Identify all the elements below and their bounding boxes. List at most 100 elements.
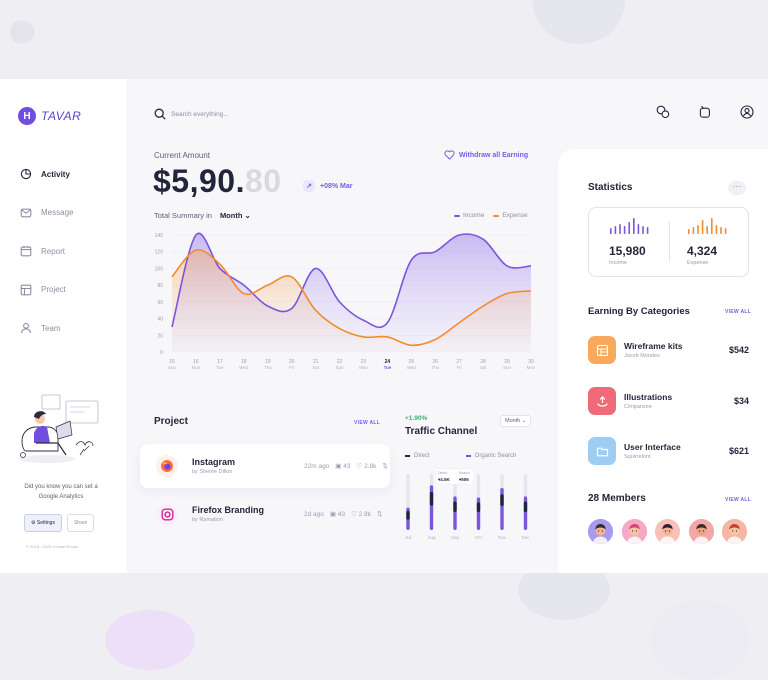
bar-organic[interactable]: [500, 488, 504, 530]
background-glow: [105, 610, 195, 670]
member-avatar[interactable]: [722, 519, 747, 544]
like-count-value: 2.8k: [358, 511, 372, 518]
traffic-period-dropdown[interactable]: Month ⌄: [500, 415, 532, 427]
expense-stat: 4,324 Expense: [687, 218, 757, 266]
sort-icon[interactable]: ⇅: [377, 511, 383, 518]
period-value: Month: [219, 211, 243, 220]
bar-direct[interactable]: [453, 501, 457, 513]
project-time: 2d ago: [304, 510, 324, 518]
like-count: ♡ 2.8k: [356, 462, 376, 470]
x-tick-day: 28: [480, 359, 486, 365]
profile-icon[interactable]: [740, 105, 754, 119]
x-tick-label: Dec: [521, 535, 530, 540]
spark-bar: [642, 226, 644, 234]
member-avatar[interactable]: [621, 519, 647, 544]
share-button[interactable]: Share: [66, 514, 95, 532]
period-dropdown[interactable]: Month ⌄: [220, 211, 251, 220]
x-tick-weekday: Thu: [431, 365, 439, 370]
message-count: ▣ 43: [330, 510, 345, 518]
project-meta: 2d ago ▣ 43 ♡ 2.8k ⇅: [304, 510, 383, 519]
spark-bar: [720, 227, 722, 234]
member-avatar[interactable]: [688, 519, 714, 544]
bar-organic[interactable]: [476, 497, 481, 530]
bar-direct[interactable]: [429, 491, 434, 506]
comment-icon: ▣: [335, 463, 344, 470]
settings-button[interactable]: ⚙ Settings: [24, 514, 62, 532]
x-tick-weekday: Sun: [336, 365, 345, 370]
member-avatar[interactable]: [655, 519, 680, 544]
sidebar-item-team[interactable]: Team: [20, 309, 73, 348]
y-tick-label: 20: [157, 333, 163, 339]
firefox-icon: [156, 455, 178, 477]
heart-icon: ♡: [356, 463, 365, 470]
current-amount-label: Current Amount: [154, 151, 211, 160]
sidebar-item-activity[interactable]: Activity: [20, 155, 73, 194]
member-avatar[interactable]: [588, 519, 613, 544]
category-row[interactable]: Wireframe kits Jacob Morales $542: [588, 336, 750, 364]
dashboard-card: H TAVAR Activity Message Report Project: [0, 79, 768, 573]
legend-swatch: [454, 214, 460, 217]
categories-view-all-link[interactable]: VIEW ALL: [725, 309, 752, 315]
sidebar-item-project[interactable]: Project: [20, 271, 73, 310]
project-row[interactable]: Instagram by Sheree Dillon 22m ago ▣ 43 …: [140, 444, 390, 488]
promo-actions: ⚙ Settings Share: [24, 514, 95, 532]
category-name: User Interface: [624, 442, 681, 452]
project-owner: by Ramation: [192, 517, 223, 523]
laptop-person-illustration: [19, 394, 99, 463]
project-meta: 22m ago ▣ 43 ♡ 2.8k ⇅: [304, 462, 388, 471]
x-tick-day: 20: [289, 359, 295, 365]
category-owner: Squirrelont: [624, 454, 651, 460]
income-label: Income: [609, 260, 628, 266]
category-info: Wireframe kits Jacob Morales: [624, 341, 719, 359]
sidebar-item-report[interactable]: Report: [20, 232, 73, 271]
copyright-text: © 2018 - 2020 Conrad Rocks: [26, 544, 78, 549]
members-list: [588, 519, 747, 544]
heart-coin-icon: [444, 150, 455, 160]
income-value: 15,980: [609, 244, 646, 258]
withdraw-button[interactable]: Withdraw all Earning: [444, 150, 528, 160]
search-bar[interactable]: Search everything...: [154, 108, 229, 120]
bar-direct[interactable]: [406, 510, 410, 520]
project-row[interactable]: Firefox Branding by Ramation 2d ago ▣ 43…: [140, 492, 390, 536]
spark-bar: [614, 226, 617, 234]
chart-legend: Income Expense: [454, 212, 528, 219]
sidebar-item-message[interactable]: Message: [20, 194, 73, 233]
project-info: Firefox Branding by Ramation: [192, 505, 304, 523]
expense-label: Expense: [687, 260, 709, 266]
search-icon: [154, 108, 166, 120]
legend-organic: Organic Search: [465, 453, 517, 459]
series-line-expense[interactable]: [171, 248, 532, 347]
comment-icon: ▣: [329, 511, 338, 518]
notification-icon[interactable]: [698, 105, 712, 119]
category-row[interactable]: User Interface Squirrelont $621: [588, 437, 750, 465]
bar-direct[interactable]: [500, 494, 504, 507]
background-circle: [10, 20, 34, 44]
spark-bar: [715, 225, 718, 234]
chat-icon[interactable]: [656, 105, 670, 119]
x-tick-label: Aug: [427, 535, 436, 540]
spark-bar: [633, 218, 635, 234]
x-tick-weekday: Sun: [503, 365, 512, 370]
spark-bar: [701, 220, 704, 234]
project-view-all-link[interactable]: VIEW ALL: [354, 420, 381, 426]
x-tick-day: 30: [528, 359, 534, 365]
brand-logo[interactable]: H TAVAR: [18, 107, 81, 125]
category-amount: $621: [728, 446, 749, 456]
like-count-value: 2.8k: [364, 463, 377, 470]
legend-income: Income: [454, 212, 484, 219]
bar-direct[interactable]: [476, 502, 481, 513]
more-dots-icon[interactable]: ···: [728, 181, 746, 195]
members-view-all-link[interactable]: VIEW ALL: [725, 497, 752, 503]
category-row[interactable]: Illustrations Cimpanzee $34: [588, 387, 750, 415]
x-tick-label: Nov: [498, 535, 507, 540]
bar-direct[interactable]: [523, 501, 528, 513]
sort-icon[interactable]: ⇅: [382, 463, 388, 470]
category-name: Wireframe kits: [624, 341, 683, 351]
project-owner: by Sheree Dillon: [192, 469, 233, 475]
search-input[interactable]: Search everything...: [171, 110, 229, 118]
message-count-value: 43: [343, 463, 351, 470]
legend-label: Income: [463, 212, 485, 219]
spark-bar: [692, 227, 695, 234]
x-tick-weekday: Mon: [527, 365, 535, 370]
legend-label: Organic Search: [474, 453, 517, 459]
